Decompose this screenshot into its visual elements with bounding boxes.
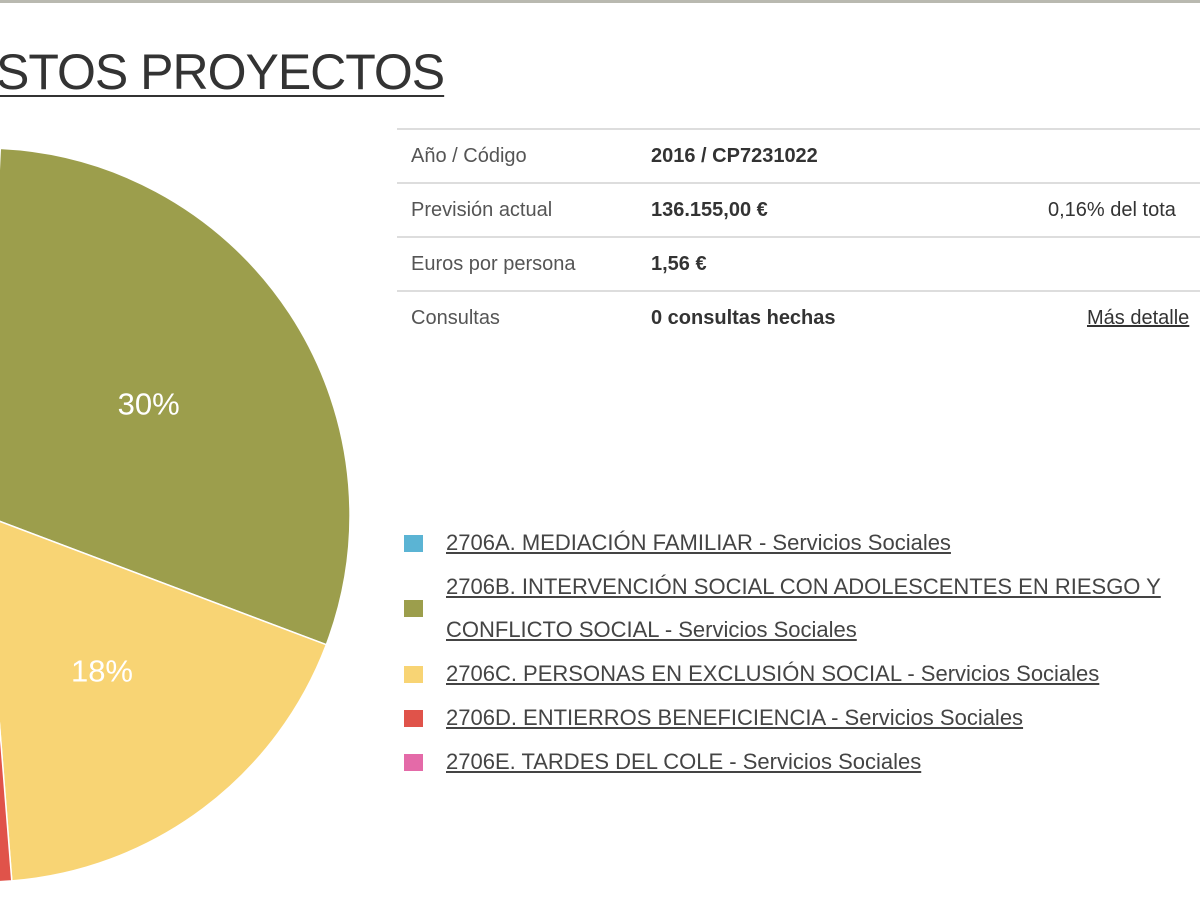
table-cell: Año / Código	[411, 145, 527, 167]
pie-chart: 30% 18%	[0, 147, 351, 883]
legend-link[interactable]: 2706B. INTERVENCIÓN SOCIAL CON ADOLESCEN…	[446, 574, 1161, 642]
table-cell: 1,56 €	[651, 253, 707, 275]
details-link[interactable]: Más detalle	[1087, 307, 1190, 329]
table-row: Consultas 0 consultas hechas Más detalle	[397, 290, 1200, 345]
table-cell: Previsión actual	[411, 199, 553, 221]
legend-item: 2706C. PERSONAS EN EXCLUSIÓN SOCIAL - Se…	[404, 652, 1200, 695]
table-cell: 2016 / CP7231022	[651, 145, 818, 167]
legend-link[interactable]: 2706E. TARDES DEL COLE - Servicios Socia…	[446, 749, 922, 774]
slice-label: 30%	[118, 386, 180, 421]
table-cell: 0 consultas hechas	[651, 307, 836, 329]
legend-swatch	[404, 600, 423, 617]
legend-item: 2706D. ENTIERROS BENEFICIENCIA - Servici…	[404, 696, 1200, 739]
legend-item: 2706B. INTERVENCIÓN SOCIAL CON ADOLESCEN…	[404, 565, 1200, 651]
legend-item: 2706E. TARDES DEL COLE - Servicios Socia…	[404, 740, 1200, 783]
table-row: Euros por persona 1,56 €	[397, 236, 1200, 291]
table-row: Previsión actual 136.155,00 € 0,16% del to…	[397, 182, 1200, 237]
pie-slice	[0, 721, 13, 883]
legend-swatch	[404, 709, 423, 727]
table-cell: 136.155,00 €	[651, 199, 768, 221]
table-row: Año / Código 2016 / CP7231022	[397, 128, 1200, 183]
pie-slice	[0, 147, 351, 646]
legend-swatch	[404, 753, 423, 771]
pie-slice	[0, 520, 328, 882]
legend-swatch	[404, 665, 423, 683]
legend-item: 2706A. MEDIACIÓN FAMILIAR - Servicios So…	[404, 521, 1200, 564]
legend-swatch	[404, 534, 423, 552]
slice-label: 18%	[71, 654, 133, 689]
table-cell: Consultas	[411, 307, 500, 329]
legend-link[interactable]: 2706A. MEDIACIÓN FAMILIAR - Servicios So…	[446, 530, 951, 555]
table-cell: 0,16% del tota	[1048, 199, 1176, 221]
legend-link[interactable]: 2706D. ENTIERROS BENEFICIENCIA - Servici…	[446, 705, 1024, 730]
page-title: STOS PROYECTOS	[0, 44, 445, 100]
table-cell: Euros por persona	[411, 253, 576, 275]
legend-link[interactable]: 2706C. PERSONAS EN EXCLUSIÓN SOCIAL - Se…	[446, 661, 1100, 686]
